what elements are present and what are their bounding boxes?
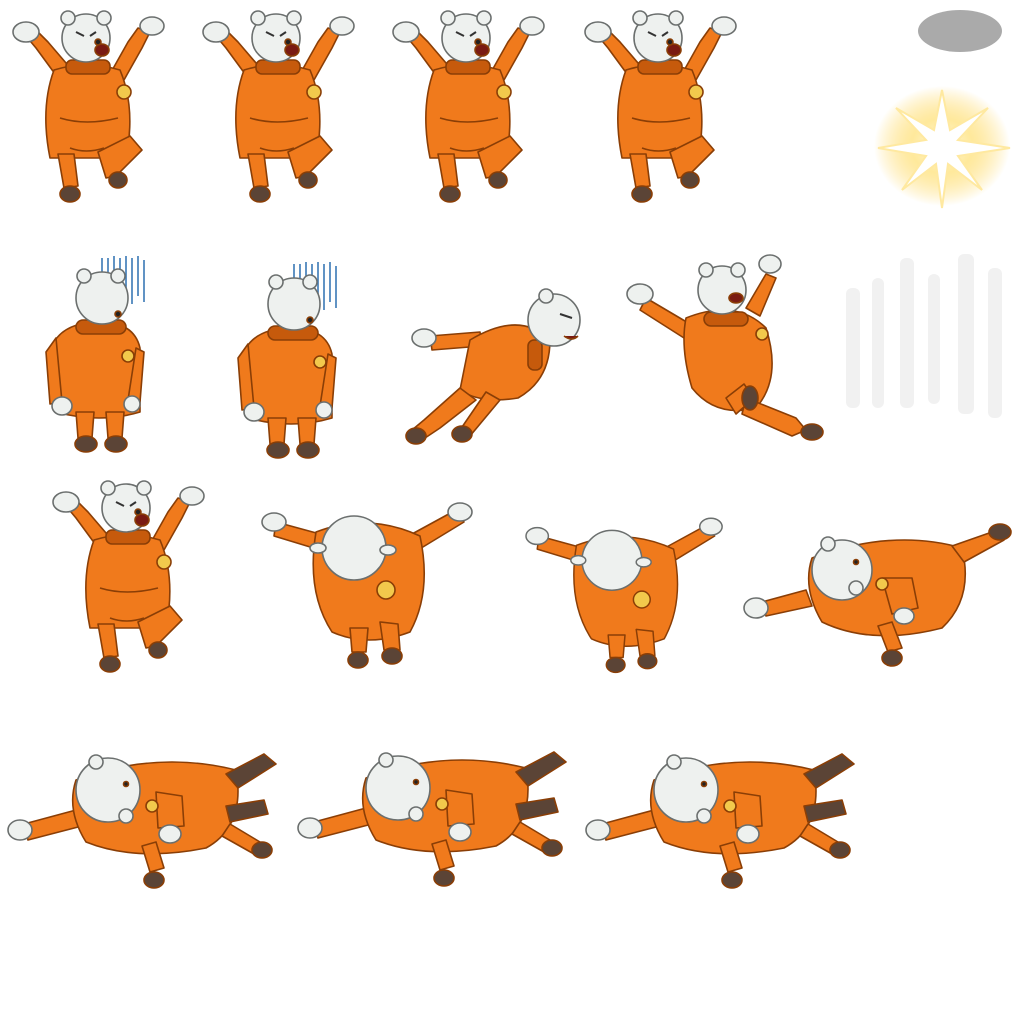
sprite-frame-spin-side (742, 518, 1014, 674)
impact-flash-sprite (874, 86, 1011, 209)
sprite-frame-angry-arms-up-1 (6, 8, 166, 208)
sprite-frame-jump-angry (26, 478, 226, 678)
sprite-frame-turn-back-1 (260, 492, 476, 674)
sprite-frame-knockdown-2 (296, 728, 576, 898)
sprite-frame-dash-kick (400, 280, 590, 450)
sprite-frame-knockdown-1 (6, 730, 286, 900)
sprite-frame-knockdown-3 (584, 730, 864, 900)
sprite-frame-angry-arms-up-4 (578, 8, 738, 208)
ground-shadow-sprite (918, 10, 1002, 52)
sprite-frame-angry-arms-up-3 (386, 8, 546, 208)
sprite-frame-knocked-back (626, 248, 836, 454)
sprite-frame-depressed-2 (228, 258, 358, 468)
sprite-frame-angry-arms-up-2 (196, 8, 356, 208)
sprite-frame-depressed-1 (36, 252, 166, 462)
motion-blur-ghost (846, 254, 1002, 418)
sprite-frame-turn-back-2 (514, 508, 736, 678)
